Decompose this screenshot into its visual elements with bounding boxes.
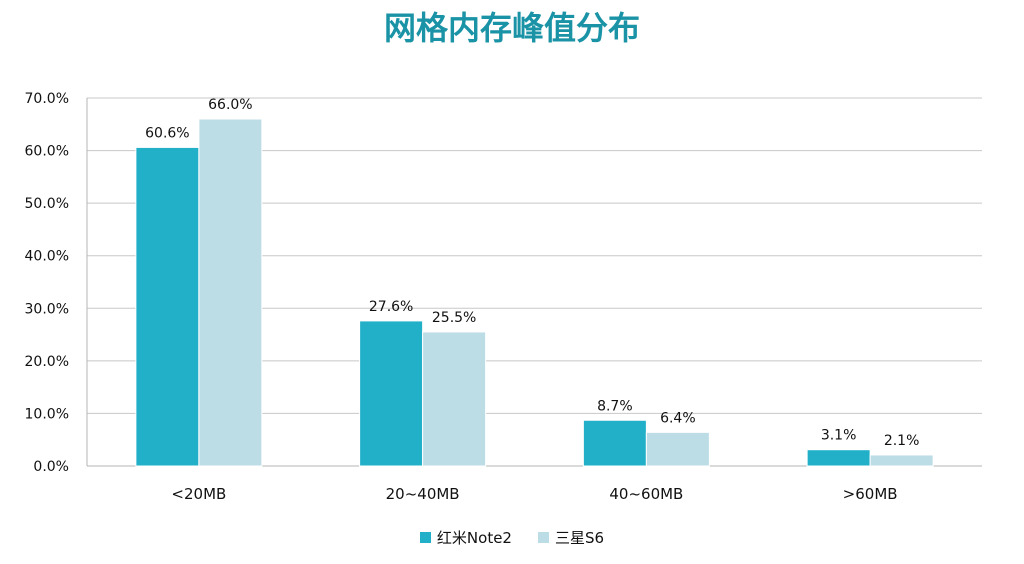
data-label: 2.1% xyxy=(884,433,920,449)
bar-series-2 xyxy=(198,118,263,467)
legend-label: 三星S6 xyxy=(554,529,605,547)
y-tick-label: 60.0% xyxy=(25,144,69,160)
chart-legend: 红米Note2 三星S6 xyxy=(0,527,1024,548)
y-tick-label: 50.0% xyxy=(25,196,69,212)
data-label: 3.1% xyxy=(821,428,857,444)
x-category-label: >60MB xyxy=(843,485,898,503)
bar-series-2 xyxy=(422,331,487,467)
data-label: 6.4% xyxy=(660,410,696,426)
legend-item: 红米Note2 xyxy=(419,527,512,548)
bar-series-1 xyxy=(359,320,424,467)
data-label: 25.5% xyxy=(432,310,476,326)
bar-series-1 xyxy=(582,419,647,467)
y-tick-label: 30.0% xyxy=(25,301,69,317)
legend-swatch xyxy=(419,532,431,543)
y-tick-label: 40.0% xyxy=(25,249,69,265)
bar-series-1 xyxy=(806,449,871,467)
y-tick-label: 20.0% xyxy=(25,354,69,370)
legend-swatch xyxy=(537,532,549,543)
data-label: 60.6% xyxy=(145,125,189,141)
data-label: 27.6% xyxy=(369,299,413,315)
y-tick-label: 0.0% xyxy=(33,459,69,475)
bar-series-1 xyxy=(135,146,200,467)
chart-title: 网格内存峰值分布 xyxy=(383,9,640,47)
y-tick-label: 10.0% xyxy=(25,406,69,422)
legend-item: 三星S6 xyxy=(537,527,605,548)
bar-series-2 xyxy=(645,431,710,467)
bar-series-2 xyxy=(869,454,934,467)
legend-label: 红米Note2 xyxy=(436,529,512,547)
chart-plot: 0.0% 10.0% 20.0% 30.0% 40.0% 50.0% 60.0% 70.0% 6… xyxy=(25,91,982,503)
x-category-label: <20MB xyxy=(171,485,226,503)
data-label: 66.0% xyxy=(208,97,252,113)
x-category-label: 20~40MB xyxy=(386,485,460,503)
x-category-label: 40~60MB xyxy=(609,485,683,503)
data-label: 8.7% xyxy=(597,398,633,414)
y-tick-label: 70.0% xyxy=(25,91,69,107)
